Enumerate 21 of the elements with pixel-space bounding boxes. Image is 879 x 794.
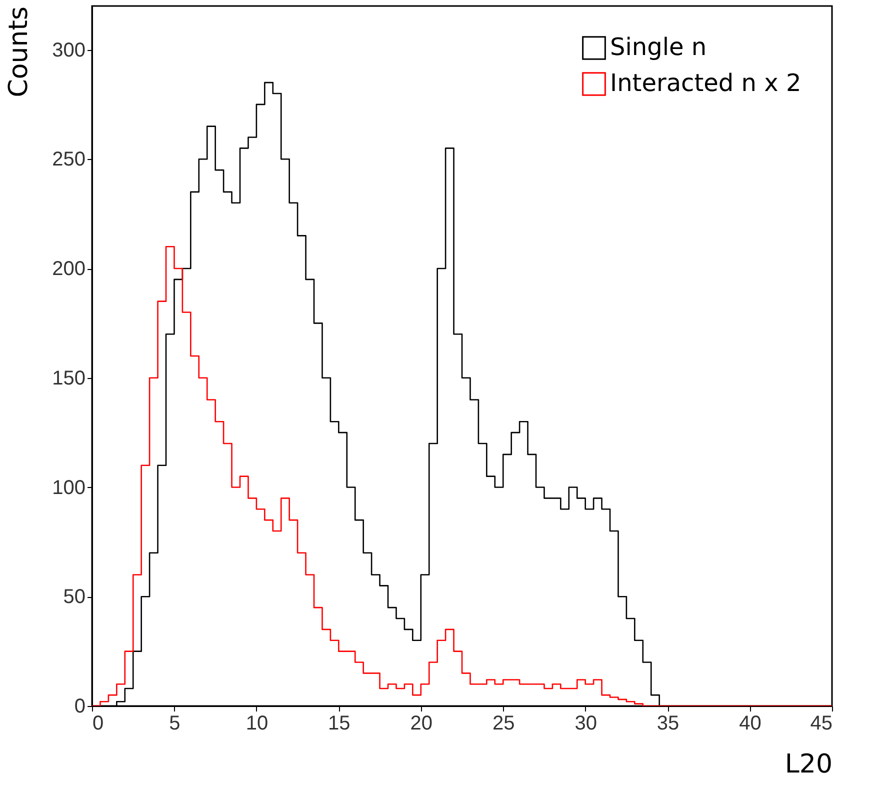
y-tick-label: 0 (74, 696, 86, 718)
y-tick-label: 150 (52, 367, 86, 390)
y-tick-label: 50 (63, 586, 86, 608)
y-axis-title: Counts (4, 6, 34, 98)
x-tick-label: 35 (656, 712, 680, 734)
x-axis-title: L20 (784, 750, 832, 780)
x-tick-label: 25 (492, 712, 515, 734)
legend-label: Single n (610, 33, 707, 61)
legend-label: Interacted n x 2 (610, 69, 802, 97)
x-tick-label: 40 (739, 712, 762, 734)
x-tick-label: 10 (246, 712, 268, 734)
x-tick-label: 30 (574, 712, 597, 734)
y-tick-label: 200 (52, 258, 86, 280)
x-tick-label: 0 (92, 712, 104, 734)
x-tick-label: 20 (410, 712, 433, 734)
x-tick-label: 15 (328, 712, 350, 734)
x-tick-label: 5 (169, 712, 180, 734)
x-tick-label: 45 (810, 712, 832, 734)
y-tick-label: 100 (52, 476, 86, 499)
y-tick-label: 300 (52, 39, 86, 62)
y-tick-label: 250 (52, 148, 86, 171)
